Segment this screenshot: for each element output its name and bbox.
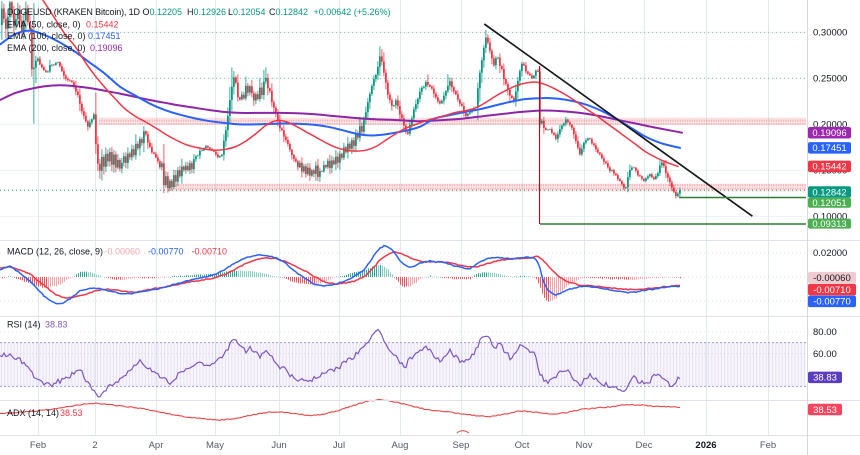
svg-text:Jun: Jun — [271, 440, 286, 451]
svg-text:Nov: Nov — [576, 440, 593, 451]
svg-text:0.09313: 0.09313 — [812, 219, 846, 230]
svg-text:DOGEUSD (KRAKEN Bitcoin), 1D: DOGEUSD (KRAKEN Bitcoin), 1D — [7, 7, 140, 17]
svg-text:38.53: 38.53 — [813, 405, 837, 416]
svg-text:38.83: 38.83 — [45, 320, 68, 330]
svg-text:-0.00060: -0.00060 — [105, 246, 141, 256]
svg-text:-0.00770: -0.00770 — [813, 297, 851, 308]
svg-text:Feb: Feb — [760, 440, 776, 451]
svg-text:-0.00710: -0.00710 — [813, 285, 851, 296]
svg-text:2: 2 — [92, 440, 97, 451]
svg-text:60.00: 60.00 — [813, 349, 837, 360]
svg-text:RSI (14): RSI (14) — [7, 320, 41, 330]
svg-text:-0.00770: -0.00770 — [148, 246, 184, 256]
svg-text:0.20000: 0.20000 — [813, 120, 847, 131]
svg-text:MACD (12, 26, close, 9): MACD (12, 26, close, 9) — [7, 246, 103, 256]
svg-text:C0.12842: C0.12842 — [269, 7, 308, 17]
svg-text:0.12842: 0.12842 — [812, 187, 846, 198]
svg-text:38.53: 38.53 — [60, 408, 83, 418]
svg-text:Aug: Aug — [392, 440, 409, 451]
svg-text:80.00: 80.00 — [813, 327, 837, 338]
svg-text:May: May — [206, 440, 224, 451]
svg-text:0.15442: 0.15442 — [86, 19, 119, 29]
svg-text:0.30000: 0.30000 — [813, 28, 847, 39]
svg-text:Dec: Dec — [636, 440, 653, 451]
svg-text:Sep: Sep — [453, 440, 470, 451]
svg-text:Feb: Feb — [30, 440, 46, 451]
svg-text:Jul: Jul — [333, 440, 345, 451]
svg-text:EMA (100, close, 0): EMA (100, close, 0) — [7, 31, 86, 41]
svg-text:0.25000: 0.25000 — [813, 74, 847, 85]
svg-text:EMA (50, close, 0): EMA (50, close, 0) — [7, 19, 81, 29]
svg-text:L0.12054: L0.12054 — [228, 7, 266, 17]
svg-text:+0.00642 (+5.26%): +0.00642 (+5.26%) — [314, 7, 391, 17]
svg-text:-0.00710: -0.00710 — [192, 246, 228, 256]
svg-text:O0.12205: O0.12205 — [143, 7, 183, 17]
svg-text:Oct: Oct — [515, 440, 530, 451]
svg-text:0.19096: 0.19096 — [90, 43, 123, 53]
svg-text:38.83: 38.83 — [813, 373, 837, 384]
svg-text:Apr: Apr — [149, 440, 164, 451]
svg-text:0.10000: 0.10000 — [813, 212, 847, 223]
svg-text:0.17451: 0.17451 — [812, 143, 846, 154]
svg-text:-0.00060: -0.00060 — [813, 273, 851, 284]
svg-text:0.17451: 0.17451 — [88, 31, 121, 41]
svg-text:0.15442: 0.15442 — [812, 162, 846, 173]
svg-text:0.12051: 0.12051 — [812, 198, 846, 209]
svg-text:2026: 2026 — [695, 440, 716, 451]
svg-text:EMA (200, close, 0): EMA (200, close, 0) — [7, 43, 86, 53]
svg-text:0.02000: 0.02000 — [813, 248, 847, 259]
svg-text:0.19096: 0.19096 — [812, 128, 846, 139]
svg-text:H0.12926: H0.12926 — [187, 7, 226, 17]
svg-text:ADX (14, 14): ADX (14, 14) — [7, 408, 59, 418]
